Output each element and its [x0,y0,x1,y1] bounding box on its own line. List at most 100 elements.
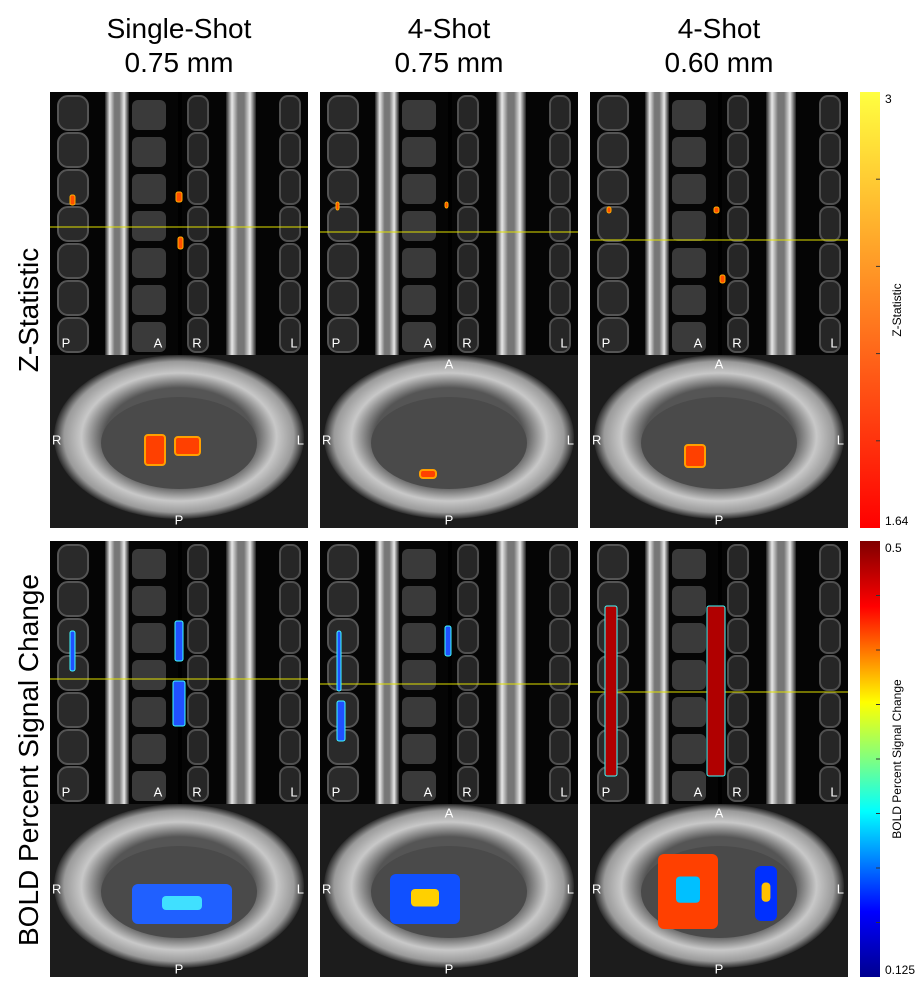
tissue [187,618,209,654]
tissue [57,766,89,802]
tissue [549,243,571,279]
vertebra [402,660,436,690]
tissue [819,618,841,654]
tissue [727,206,749,242]
tissue [187,243,209,279]
tissue [187,132,209,168]
tissue [187,655,209,691]
column-resolution: 0.75 mm [395,47,504,78]
tissue [819,95,841,131]
tissue [819,206,841,242]
tissue [597,280,629,316]
colorbar-min: 1.64 [885,514,909,528]
tissue [187,729,209,765]
tissue [457,766,479,802]
activation [69,194,76,206]
vertebra [402,322,436,352]
tissue [327,280,359,316]
column-title: 4-Shot [678,13,761,44]
column-title: 4-Shot [408,13,491,44]
activation-core [761,882,771,902]
vertebra [132,697,166,727]
vertebra [132,660,166,690]
image-panel: P A R L R L P [50,92,308,528]
tissue [727,692,749,728]
vertebra [402,248,436,278]
vertebra [132,586,166,616]
vertebra [672,734,706,764]
vertebra [402,734,436,764]
vertebra [132,211,166,241]
orientation-label: P [332,335,341,350]
tissue [727,655,749,691]
tissue [457,132,479,168]
vertebra [132,137,166,167]
tissue [327,317,359,353]
tissue [457,243,479,279]
image-panel: P A R LAR LP [320,92,578,528]
activation [719,274,726,284]
activation [175,191,183,203]
tissue [57,581,89,617]
tissue [279,618,301,654]
vertebra [672,549,706,579]
orientation-label: P [332,784,341,799]
tissue [457,655,479,691]
colorbar-max: 3 [885,92,892,106]
tissue [597,317,629,353]
tissue [279,317,301,353]
tissue [727,581,749,617]
axial-cord [371,397,527,489]
tissue [819,655,841,691]
orientation-label: L [837,881,844,896]
vertebra [672,697,706,727]
tissue [187,206,209,242]
activation [604,605,618,777]
vertebra [402,771,436,801]
tissue [549,206,571,242]
activation [336,700,346,742]
tissue [727,243,749,279]
vertebra [132,100,166,130]
column-resolution: 0.60 mm [665,47,774,78]
orientation-label: P [715,961,724,976]
orientation-label: L [830,784,837,799]
vertebra [672,248,706,278]
colorbar [860,541,880,977]
axial-cord [641,397,797,489]
activation-core [162,896,202,910]
tissue [819,243,841,279]
tissue [327,544,359,580]
vertebra [132,285,166,315]
tissue [57,132,89,168]
spinal-cord [496,541,526,804]
tissue [279,169,301,205]
tissue [549,581,571,617]
tissue [549,618,571,654]
tissue [187,766,209,802]
tissue [327,132,359,168]
orientation-label: L [567,881,574,896]
orientation-label: P [445,961,454,976]
colorbar [860,92,880,528]
tissue [549,729,571,765]
activation [335,201,340,211]
tissue [457,692,479,728]
tissue [57,544,89,580]
tissue [57,280,89,316]
vertebra [132,322,166,352]
activation [174,620,184,662]
tissue [597,206,629,242]
tissue [457,581,479,617]
vertebra [132,248,166,278]
vertebra [672,771,706,801]
orientation-label: R [592,881,601,896]
tissue [327,618,359,654]
vertebra [672,174,706,204]
orientation-label: P [175,512,184,527]
tissue [819,692,841,728]
spinal-cord [766,541,796,804]
orientation-label: P [602,335,611,350]
tissue [327,766,359,802]
tissue [457,317,479,353]
